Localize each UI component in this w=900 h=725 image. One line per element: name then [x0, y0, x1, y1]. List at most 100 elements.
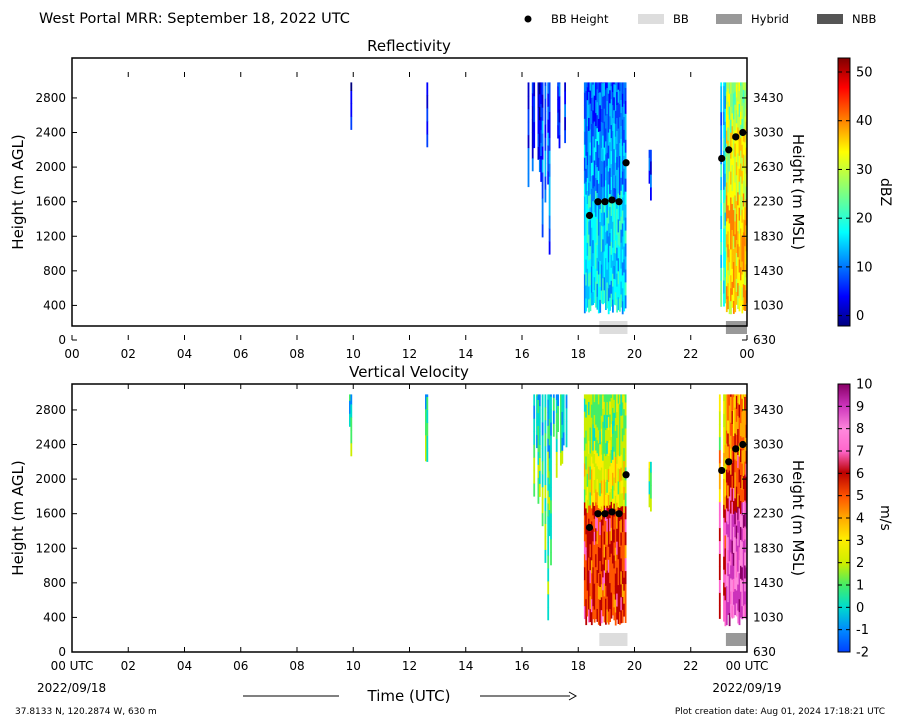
echo-cell	[617, 455, 620, 469]
echo-cell	[607, 93, 610, 107]
echo-cell	[606, 583, 609, 597]
echo-cell	[595, 216, 597, 230]
echo-cell	[624, 557, 627, 572]
echo-cell	[623, 181, 626, 195]
echo-cell	[720, 293, 723, 307]
echo-cell	[606, 596, 609, 610]
echo-cell	[586, 473, 589, 487]
echo-cell	[620, 190, 623, 204]
echo-cell	[605, 429, 607, 444]
echo-cell	[737, 394, 740, 404]
echo-cell	[605, 218, 607, 233]
echo-cell	[590, 482, 593, 496]
echo-cell	[741, 196, 744, 210]
echo-cell	[616, 260, 619, 274]
echo-cell	[538, 93, 541, 108]
echo-cell	[734, 549, 737, 564]
echo-cell	[613, 451, 616, 465]
echo-cell	[590, 547, 593, 561]
y-tick-label-right: 630	[753, 333, 776, 347]
echo-cell	[589, 453, 592, 467]
echo-cell	[734, 407, 737, 421]
echo-cell	[605, 244, 607, 259]
echo-cell	[731, 527, 734, 541]
echo-cell	[605, 115, 607, 129]
echo-cell	[614, 430, 617, 444]
echo-cell	[614, 110, 617, 124]
echo-cell	[596, 244, 599, 258]
echo-cell	[599, 521, 602, 536]
echo-cell	[607, 455, 610, 469]
echo-cell	[596, 270, 599, 284]
echo-cell	[544, 407, 547, 421]
echo-cell	[555, 451, 558, 465]
echo-cell	[583, 196, 586, 210]
echo-cell	[728, 548, 731, 562]
echo-cell	[531, 82, 534, 94]
echo-cell	[613, 594, 616, 608]
echo-cell	[599, 418, 602, 432]
echo-cell	[609, 453, 612, 467]
echo-cell	[731, 229, 734, 243]
echo-cell	[612, 130, 614, 144]
echo-cell	[724, 612, 727, 627]
echo-cell	[605, 167, 607, 181]
echo-cell	[720, 112, 723, 126]
echo-cell	[600, 545, 603, 559]
echo-cell	[548, 394, 551, 407]
echo-cell	[547, 412, 550, 426]
echo-cell	[597, 183, 600, 197]
echo-cell	[586, 229, 589, 243]
echo-cell	[605, 403, 607, 418]
echo-cell	[595, 86, 597, 101]
echo-cell	[602, 394, 605, 396]
echo-cell	[537, 425, 540, 439]
echo-cell	[589, 271, 592, 286]
echo-cell	[586, 408, 589, 422]
echo-cell	[595, 553, 597, 568]
echo-cell	[589, 505, 592, 519]
echo-cell	[718, 553, 721, 567]
echo-cell	[588, 401, 590, 415]
echo-cell	[740, 85, 742, 99]
echo-cell	[720, 215, 723, 229]
echo-cell	[720, 86, 723, 100]
echo-cell	[735, 499, 738, 513]
echo-cell	[617, 558, 620, 573]
echo-cell	[612, 576, 614, 590]
echo-cell	[592, 476, 595, 490]
echo-cell	[592, 398, 595, 412]
echo-cell	[550, 474, 552, 488]
echo-cell	[735, 525, 738, 539]
echo-cell	[728, 599, 731, 614]
echo-cell	[621, 132, 624, 146]
echo-cell	[725, 169, 728, 183]
echo-cell	[737, 192, 740, 206]
echo-cell	[583, 144, 586, 158]
echo-cell	[731, 203, 734, 217]
echo-cell	[541, 146, 544, 160]
echo-cell	[738, 82, 741, 91]
echo-cell	[740, 461, 742, 475]
echo-cell	[648, 481, 651, 495]
echo-cell	[731, 566, 734, 580]
echo-cell	[738, 482, 741, 496]
echo-cell	[586, 216, 589, 230]
echo-cell	[600, 467, 603, 481]
echo-cell	[741, 82, 744, 93]
echo-cell	[742, 232, 745, 246]
echo-cell	[621, 197, 624, 211]
echo-cell	[723, 189, 725, 203]
echo-cell	[527, 108, 530, 123]
echo-cell	[728, 300, 731, 315]
echo-cell	[624, 518, 627, 533]
echo-cell	[621, 171, 624, 185]
echo-cell	[600, 160, 603, 174]
echo-cell	[738, 443, 741, 457]
echo-cell	[606, 191, 609, 205]
echo-cell	[544, 189, 547, 203]
echo-cell	[609, 141, 612, 156]
echo-cell	[612, 273, 614, 287]
echo-cell	[744, 116, 747, 130]
echo-cell	[623, 246, 626, 260]
